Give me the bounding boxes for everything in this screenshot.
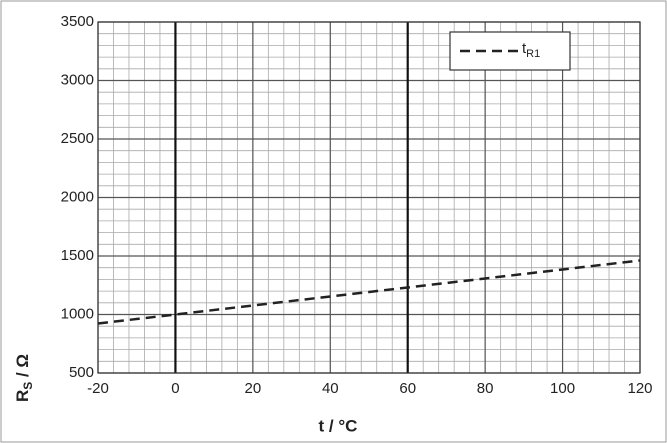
x-axis-label: t / °C: [319, 416, 358, 435]
y-tick-label: 3000: [61, 71, 94, 88]
x-tick-label: 100: [550, 380, 575, 397]
x-tick-label: 0: [171, 380, 179, 397]
x-tick-label: -20: [87, 380, 109, 397]
x-tick-label: 40: [322, 380, 339, 397]
data-line: [97, 259, 641, 325]
y-axis-label: RS / Ω: [13, 354, 35, 402]
legend-subscript: R1: [526, 48, 540, 60]
y-label-sub: S: [21, 382, 35, 390]
y-tick-label: 2000: [61, 188, 94, 205]
legend-name: t: [522, 40, 527, 57]
x-tick-label: 80: [477, 380, 494, 397]
x-tick-label: 120: [627, 380, 652, 397]
y-tick-label: 1500: [61, 247, 94, 264]
y-tick-label: 3500: [61, 13, 94, 30]
y-label-unit: / Ω: [13, 354, 32, 382]
y-tick-label: 1000: [61, 305, 94, 322]
x-tick-label: 60: [399, 380, 416, 397]
legend-label: tR1: [522, 40, 540, 60]
plot-border: [97, 21, 641, 374]
y-tick-label: 500: [69, 364, 94, 381]
x-tick-label: 20: [245, 380, 262, 397]
y-label-main: R: [13, 390, 32, 402]
y-tick-label: 2500: [61, 130, 94, 147]
